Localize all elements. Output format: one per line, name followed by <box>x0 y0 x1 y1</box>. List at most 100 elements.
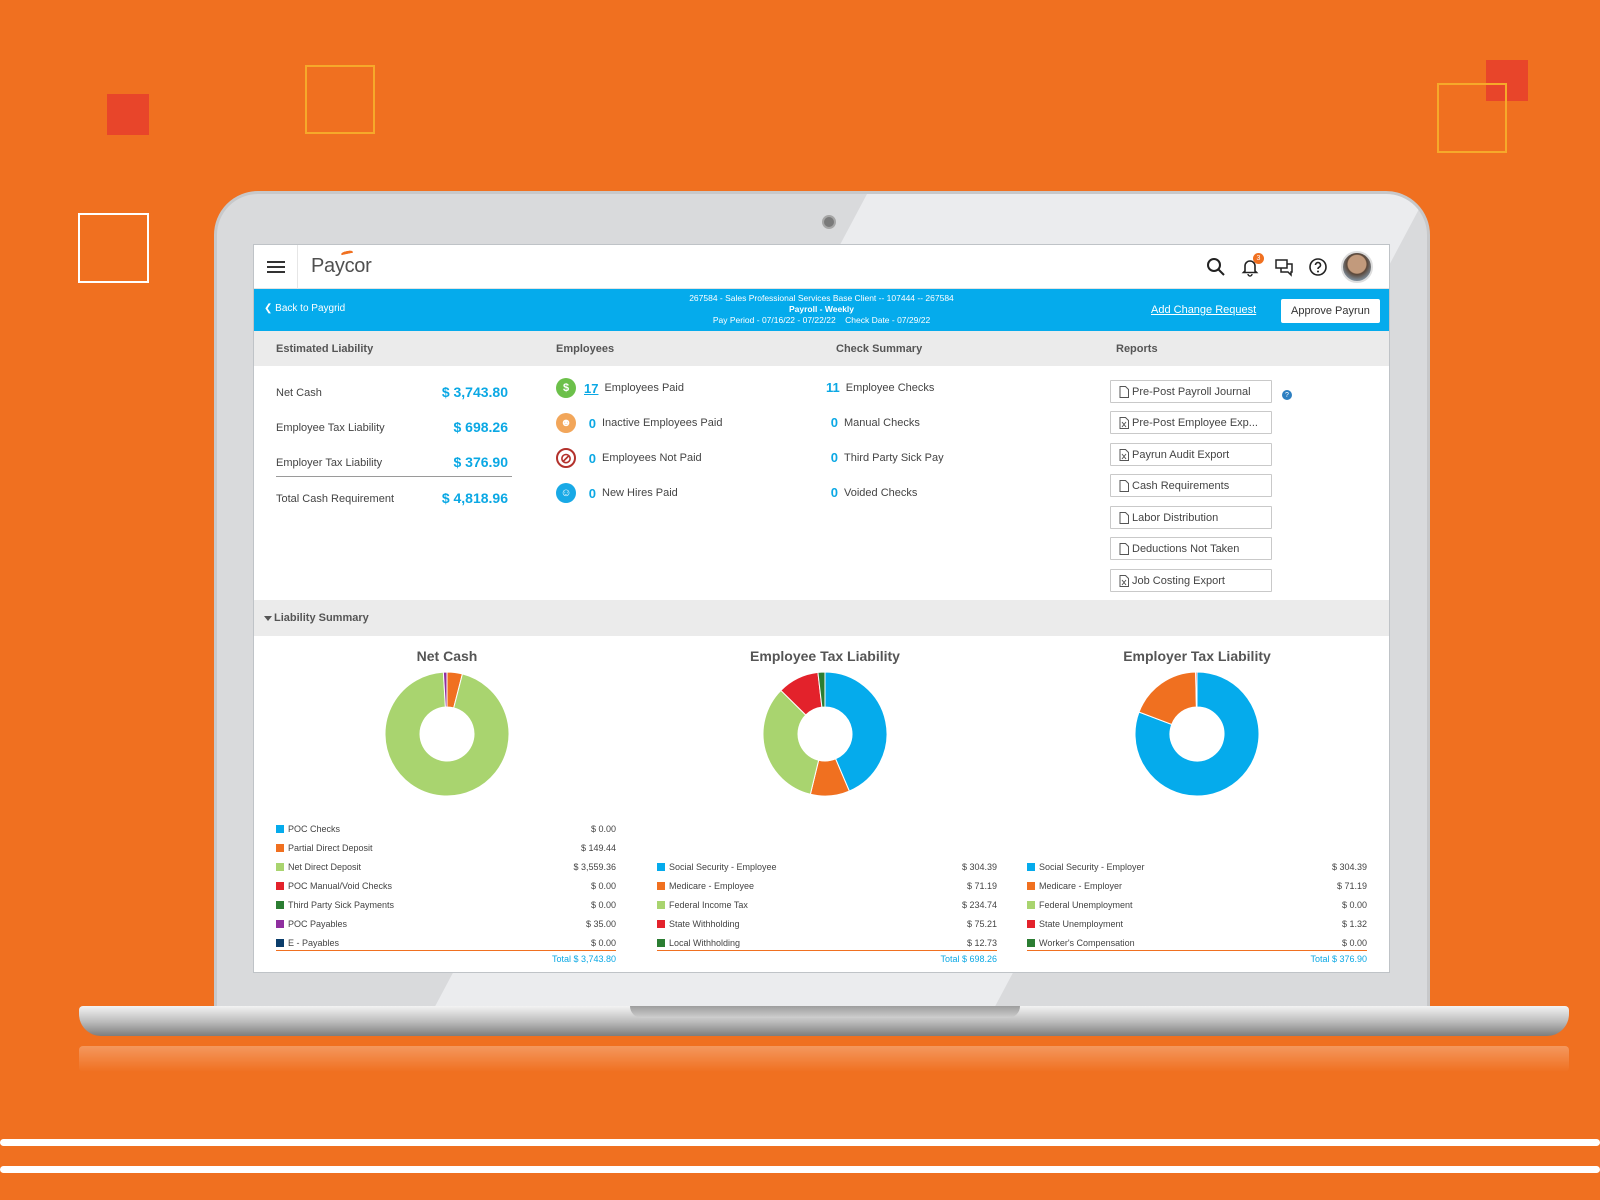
summary-panel: Net Cash $ 3,743.80 Employee Tax Liabilit… <box>254 366 1389 600</box>
help-icon[interactable] <box>1307 256 1329 278</box>
legend-divider <box>657 950 997 951</box>
legend-swatch <box>657 938 665 947</box>
report-pre-post-payroll-journal-button[interactable]: Pre-Post Payroll Journal <box>1110 380 1272 403</box>
chart-legend: Social Security - Employer $ 304.39 Medica… <box>1027 857 1367 964</box>
bell-icon[interactable]: 3 <box>1239 252 1264 278</box>
laptop-notch <box>630 1006 1020 1018</box>
decor-square-filled <box>1486 60 1528 101</box>
chat-icon[interactable] <box>1273 256 1295 278</box>
legend-label: POC Payables <box>288 918 348 929</box>
legend-label: Medicare - Employer <box>1039 880 1123 891</box>
donut-slice[interactable] <box>763 689 820 795</box>
check-summary-heading: Check Summary <box>836 343 923 355</box>
employees-heading: Employees <box>556 343 615 355</box>
pdf-file-icon <box>1119 479 1129 492</box>
donut-slice[interactable] <box>385 672 509 796</box>
approve-payrun-button[interactable]: Approve Payrun <box>1281 299 1380 323</box>
legend-label: Medicare - Employee <box>669 880 755 891</box>
legend-value: $ 304.39 <box>961 861 997 872</box>
legend-label: POC Manual/Void Checks <box>288 880 393 891</box>
chart-title: Employer Tax Liability <box>1123 648 1271 664</box>
legend-row: Social Security - Employee $ 304.39 <box>657 857 997 876</box>
report-pre-post-employee-export-button[interactable]: Pre-Post Employee Exp... <box>1110 411 1272 434</box>
legend-label: Federal Unemployment <box>1039 899 1133 910</box>
donut-slice[interactable] <box>824 672 887 792</box>
legend-swatch <box>657 862 665 871</box>
legend-divider <box>1027 950 1367 951</box>
inactive-employees-row: ☻ 0 Inactive Employees Paid <box>556 413 722 433</box>
donut-slice[interactable] <box>1135 672 1259 796</box>
legend-label: Third Party Sick Payments <box>288 899 395 910</box>
legend-value: $ 0.00 <box>1341 899 1367 910</box>
decor-square-outline <box>1437 83 1507 153</box>
avatar[interactable] <box>1341 250 1373 283</box>
legend-value: $ 3,559.36 <box>573 861 616 872</box>
employees-paid-count[interactable]: 17 <box>584 380 599 396</box>
legend-label: Net Direct Deposit <box>288 861 362 872</box>
chart-legend: POC Checks $ 0.00 Partial Direct Deposit $ … <box>276 819 616 964</box>
webcam-icon <box>822 215 836 229</box>
report-deductions-not-taken-button[interactable]: Deductions Not Taken <box>1110 537 1272 560</box>
legend-total: Total $ 698.26 <box>940 954 997 964</box>
legend-label: Partial Direct Deposit <box>288 842 373 853</box>
legend-label: Social Security - Employee <box>669 861 777 872</box>
legend-value: $ 0.00 <box>1341 937 1367 948</box>
notification-badge: 3 <box>1253 252 1264 264</box>
menu-icon[interactable] <box>254 245 298 289</box>
employees-not-paid-row: ⊘ 0 Employees Not Paid <box>556 448 702 468</box>
legend-swatch <box>657 900 665 909</box>
legend-swatch <box>276 881 284 890</box>
report-job-costing-export-button[interactable]: Job Costing Export <box>1110 569 1272 592</box>
legend-swatch <box>1027 862 1035 871</box>
no-entry-icon: ⊘ <box>556 448 576 468</box>
caret-down-icon <box>264 616 272 621</box>
back-to-paygrid-link[interactable]: ❮ Back to Paygrid <box>264 303 346 314</box>
donut-slice[interactable] <box>442 672 448 708</box>
donut-slice[interactable] <box>817 672 826 708</box>
legend-swatch <box>276 824 284 833</box>
legend-swatch <box>1027 938 1035 947</box>
report-payrun-audit-export-button[interactable]: Payrun Audit Export <box>1110 443 1272 466</box>
paycor-logo[interactable]: Paycor <box>311 249 372 278</box>
legend-label: State Withholding <box>669 918 740 929</box>
help-icon[interactable]: ? <box>1282 390 1292 400</box>
decor-square-filled <box>107 94 149 135</box>
legend-value: $ 149.44 <box>580 842 616 853</box>
legend-total: Total $ 3,743.80 <box>551 954 616 964</box>
dollar-icon: $ <box>556 378 576 398</box>
legend-swatch <box>1027 900 1035 909</box>
legend-row: POC Payables $ 35.00 <box>276 914 616 933</box>
legend-value: $ 234.74 <box>961 899 997 910</box>
legend-row: Social Security - Employer $ 304.39 <box>1027 857 1367 876</box>
legend-row: Federal Unemployment $ 0.00 <box>1027 895 1367 914</box>
reports-heading: Reports <box>1116 343 1158 355</box>
legend-row: POC Checks $ 0.00 <box>276 819 616 838</box>
report-cash-requirements-button[interactable]: Cash Requirements <box>1110 474 1272 497</box>
period-line: Pay Period - 07/16/22 - 07/22/22 Check D… <box>712 315 931 325</box>
inactive-user-icon: ☻ <box>556 413 576 433</box>
excel-file-icon <box>1119 574 1129 587</box>
legend-label: Local Withholding <box>669 937 741 948</box>
legend-value: $ 1.32 <box>1341 918 1367 929</box>
legend-swatch <box>276 938 284 947</box>
new-hire-icon: ☺ <box>556 483 576 503</box>
legend-row: POC Manual/Void Checks $ 0.00 <box>276 876 616 895</box>
legend-label: State Unemployment <box>1039 918 1124 929</box>
legend-row: Local Withholding $ 12.73 <box>657 933 997 952</box>
report-labor-distribution-button[interactable]: Labor Distribution <box>1110 506 1272 529</box>
legend-swatch <box>657 919 665 928</box>
legend-value: $ 35.00 <box>585 918 616 929</box>
legend-value: $ 0.00 <box>590 823 616 834</box>
search-icon[interactable] <box>1205 256 1227 278</box>
legend-value: $ 12.73 <box>966 937 997 948</box>
legend-label: Worker's Compensation <box>1039 937 1135 948</box>
decor-wave <box>0 1139 1600 1146</box>
legend-value: $ 0.00 <box>590 899 616 910</box>
donut-slice[interactable] <box>1195 672 1198 708</box>
pdf-file-icon <box>1119 511 1129 524</box>
excel-file-icon <box>1119 448 1129 461</box>
liability-summary-toggle[interactable]: Liability Summary <box>254 600 1389 636</box>
add-change-request-link[interactable]: Add Change Request <box>1151 304 1257 316</box>
legend-label: POC Checks <box>288 823 341 834</box>
check-summary-row: 11 Employee Checks <box>826 380 935 395</box>
